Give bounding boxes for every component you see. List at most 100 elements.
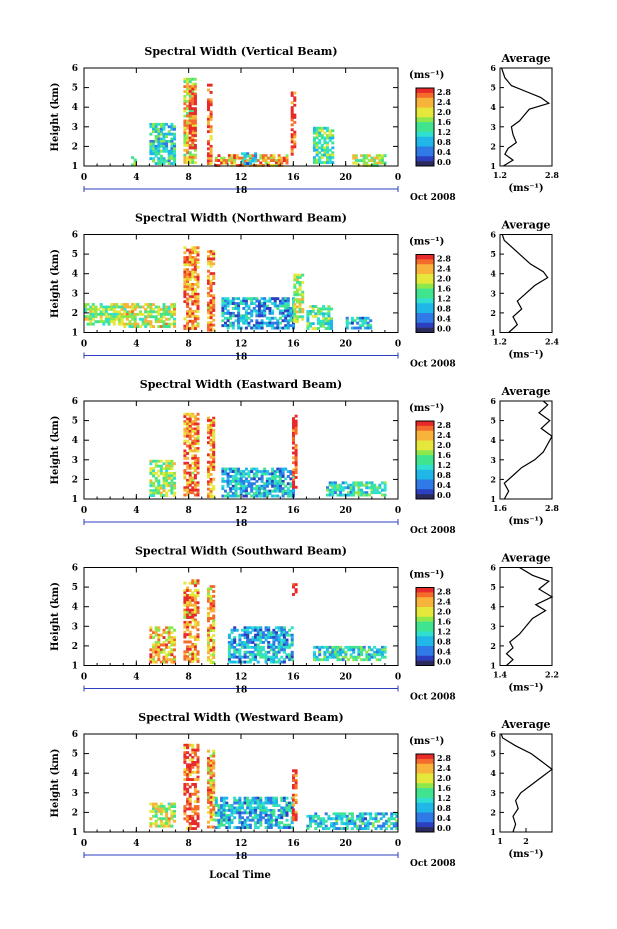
heatmap-cell — [173, 159, 176, 163]
heatmap-cell — [276, 487, 280, 491]
heatmap-cell — [183, 126, 187, 130]
heatmap-cell — [335, 817, 339, 821]
heatmap-cell — [193, 655, 197, 659]
heatmap-cell — [191, 746, 195, 750]
heatmap-cell — [231, 487, 235, 491]
heatmap-cell — [328, 156, 332, 160]
heatmap-cell — [352, 486, 356, 490]
heatmap-cell — [360, 653, 364, 657]
heatmap-cell — [322, 317, 326, 321]
heatmap-cell — [149, 658, 153, 662]
heatmap-cell — [392, 812, 396, 816]
heatmap-cell — [193, 584, 197, 588]
heatmap-cell — [91, 317, 95, 321]
heatmap-cell — [107, 317, 111, 321]
heatmap-cell — [269, 154, 273, 158]
heatmap-cell — [323, 151, 327, 155]
heatmap-cell — [209, 495, 213, 498]
heatmap-cell — [186, 633, 190, 637]
heatmap-cell — [378, 653, 382, 657]
heatmap-cell — [282, 631, 286, 635]
heatmap-cell — [327, 305, 331, 308]
heatmap-cell — [341, 481, 345, 485]
heatmap-cell — [239, 319, 243, 323]
colorbar-segment — [416, 631, 434, 637]
heatmap-cell — [186, 312, 190, 316]
heatmap-cell — [162, 125, 166, 129]
heatmap-cell — [354, 491, 358, 495]
heatmap-cell — [288, 823, 292, 827]
heatmap-cell — [375, 161, 379, 165]
heatmap-cell — [233, 653, 237, 657]
x-tick-label: 8 — [186, 839, 192, 849]
heatmap-cell — [331, 161, 335, 164]
heatmap-cell — [324, 819, 328, 823]
heatmap-cell — [306, 824, 310, 828]
heatmap-cell — [290, 655, 294, 659]
heatmap-cell — [326, 129, 329, 133]
heatmap-cell — [207, 587, 210, 591]
heatmap-cell — [188, 285, 192, 289]
heatmap-cell — [243, 809, 247, 812]
heatmap-cell — [152, 147, 155, 151]
heatmap-cell — [330, 322, 333, 326]
heatmap-cell — [209, 91, 213, 94]
heatmap-cell — [353, 319, 357, 323]
heatmap-cell — [165, 645, 169, 649]
heatmap-cell — [144, 325, 148, 328]
heatmap-cell — [165, 481, 169, 485]
heatmap-cell — [354, 161, 358, 165]
heatmap-cell — [173, 819, 176, 823]
heatmap-cell — [196, 280, 200, 284]
average-y-tick-label: 3 — [490, 788, 496, 798]
heatmap-cell — [131, 305, 135, 309]
heatmap-cell — [318, 653, 322, 657]
heatmap-cell — [196, 265, 200, 269]
heatmap-cell — [183, 422, 187, 426]
heatmap-cell — [112, 308, 116, 311]
heatmap-cell — [152, 310, 155, 314]
heatmap-cell — [349, 486, 353, 490]
heatmap-cell — [293, 116, 297, 119]
heatmap-cell — [173, 303, 176, 306]
heatmap-cell — [191, 114, 195, 118]
heatmap-cell — [230, 645, 234, 649]
heatmap-cell — [261, 641, 265, 644]
heatmap-cell — [191, 758, 195, 762]
heatmap-cell — [212, 451, 216, 454]
heatmap-cell — [104, 320, 108, 324]
heatmap-cell — [154, 147, 158, 151]
heatmap-cell — [149, 824, 153, 828]
heatmap-cell — [207, 274, 210, 278]
heatmap-cell — [196, 305, 200, 308]
panel-title: Spectral Width (Eastward Beam) — [140, 378, 342, 391]
heatmap-cell — [157, 132, 161, 136]
heatmap-cell — [193, 77, 197, 81]
heatmap-cell — [285, 653, 289, 657]
colorbar-segment — [416, 611, 434, 618]
heatmap-cell — [188, 117, 192, 120]
heatmap-cell — [188, 427, 192, 431]
heatmap-cell — [221, 304, 225, 308]
heatmap-cell — [243, 633, 247, 637]
heatmap-cell — [242, 319, 246, 323]
heatmap-cell — [207, 424, 210, 427]
heatmap-cell — [183, 756, 187, 759]
heatmap-cell — [275, 816, 278, 820]
beam-panel-3: Spectral Width (Eastward Beam)123456Heig… — [50, 378, 559, 536]
heatmap-cell — [290, 636, 294, 639]
heatmap-cell — [339, 493, 343, 497]
heatmap-cell — [196, 768, 200, 772]
heatmap-cell — [349, 655, 353, 659]
heatmap-cell — [268, 299, 272, 303]
heatmap-cell — [188, 491, 192, 495]
heatmap-cell — [273, 321, 277, 325]
heatmap-cell — [159, 159, 163, 163]
heatmap-cell — [318, 126, 322, 130]
heatmap-cell — [193, 432, 197, 436]
heatmap-cell — [289, 489, 293, 493]
heatmap-cell — [188, 158, 192, 162]
colorbar-tick-label: 1.2 — [437, 127, 451, 137]
heatmap-cell — [387, 817, 391, 821]
heatmap-cell — [366, 326, 370, 330]
